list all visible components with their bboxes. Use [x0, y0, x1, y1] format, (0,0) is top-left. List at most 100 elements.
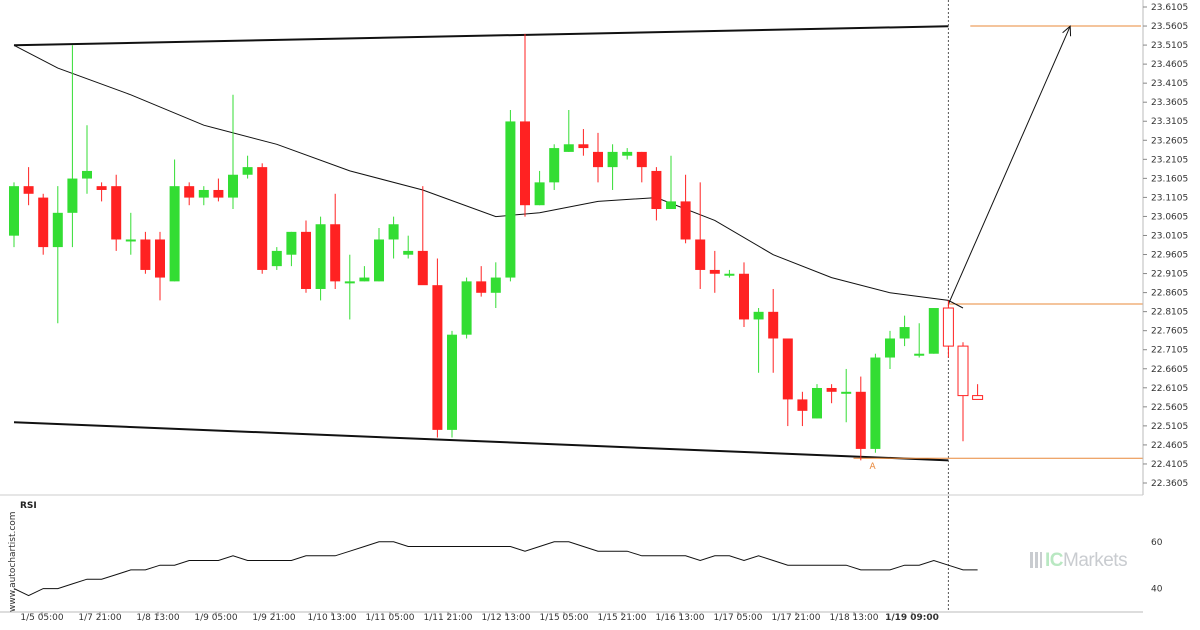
bullish-candle [724, 269, 735, 278]
candle-body [841, 391, 852, 394]
bullish-candle [490, 262, 501, 309]
bearish-candle [301, 220, 311, 293]
candle-body [228, 174, 238, 198]
candle-body [490, 277, 501, 293]
candle-body [52, 212, 63, 248]
candle-body [607, 151, 618, 168]
time-tick-label: 1/18 13:00 [829, 613, 878, 623]
bearish-candle [942, 300, 954, 358]
candle-body [753, 311, 764, 320]
price-tick-label: 23.2105 [1151, 155, 1188, 165]
candle-body [388, 224, 399, 240]
price-tick-label: 22.7105 [1151, 346, 1188, 356]
bullish-candle [753, 308, 764, 373]
bearish-candle [680, 174, 691, 244]
bearish-candle [578, 129, 589, 156]
candle-body [724, 273, 735, 276]
candle-body [374, 239, 384, 282]
candle-body [914, 353, 925, 356]
bearish-candle [739, 262, 749, 328]
bearish-candle [257, 163, 268, 274]
candle-body [520, 121, 530, 206]
candle-body [476, 281, 487, 293]
price-tick-label: 22.8605 [1151, 289, 1188, 299]
candle-body [23, 186, 34, 194]
projection-arrow-head [1062, 25, 1072, 37]
bearish-candle [855, 376, 866, 461]
bullish-candle [359, 266, 370, 282]
bullish-candle [505, 110, 516, 282]
candle-body [169, 186, 180, 282]
price-tick-label: 23.0105 [1151, 231, 1188, 241]
rsi-title: RSI [20, 501, 37, 511]
bullish-candle [388, 216, 399, 259]
bullish-candle [549, 144, 560, 190]
bullish-candle [198, 186, 209, 206]
bearish-candle [695, 182, 706, 289]
time-tick-label: 1/7 21:00 [78, 613, 122, 623]
rsi-line [13, 541, 978, 597]
price-tick-label: 22.3605 [1151, 479, 1188, 489]
rsi-panel: RSI 60 40 [0, 494, 1163, 597]
candle-body [432, 285, 443, 430]
bearish-candle [636, 151, 647, 183]
brand-name: Markets [1063, 550, 1128, 571]
channel-lower-line [13, 421, 949, 462]
candle-body [957, 345, 969, 397]
bearish-candle [330, 193, 341, 289]
candle-body [942, 307, 954, 347]
price-tick-label: 22.9105 [1151, 270, 1188, 280]
time-tick-label: 1/11 21:00 [423, 613, 472, 623]
bullish-candle [622, 148, 633, 160]
candle-body [286, 231, 297, 255]
candlesticks [9, 33, 984, 461]
candle-body [578, 144, 589, 149]
bullish-candle [228, 94, 238, 210]
candle-body [125, 239, 136, 242]
candle-body [680, 201, 691, 240]
candle-body [563, 144, 574, 152]
bullish-candle [82, 125, 92, 194]
bullish-candle [344, 254, 355, 320]
candle-body [666, 201, 676, 210]
bullish-candle [666, 155, 676, 210]
price-axis: 23.6105 23.5605 23.5105 23.4605 23.4105 23.36… [1142, 0, 1188, 495]
candle-body [315, 224, 326, 289]
candle-body [82, 170, 92, 179]
bearish-candle [782, 338, 793, 427]
time-tick-label: 1/9 05:00 [194, 613, 238, 623]
price-tick-label: 22.4605 [1151, 441, 1188, 451]
candle-body [782, 338, 793, 400]
price-tick-label: 22.5105 [1151, 422, 1188, 432]
candle-body [622, 151, 633, 156]
channel-upper-line [13, 25, 949, 47]
time-tick-label: 1/8 13:00 [136, 613, 180, 623]
bearish-candle [826, 384, 837, 404]
candle-body [38, 197, 49, 248]
candle-body [826, 387, 837, 392]
time-tick-label: 1/11 05:00 [365, 613, 414, 623]
bullish-candle [914, 323, 925, 358]
candle-body [198, 189, 209, 198]
time-tick-label: 1/15 05:00 [539, 613, 588, 623]
time-tick-label: 1/12 13:00 [481, 613, 530, 623]
bearish-candle [520, 33, 530, 217]
bearish-candle [651, 167, 662, 221]
bullish-candle [928, 308, 939, 354]
bullish-candle [885, 330, 895, 369]
candle-body [870, 357, 881, 449]
bullish-candle [812, 384, 822, 419]
autochartist-watermark: www.autochartist.com [8, 511, 18, 612]
bearish-candle [96, 182, 107, 202]
time-tick-label: 1/5 05:00 [20, 613, 64, 623]
candle-body [739, 273, 749, 320]
moving-average-line [13, 44, 964, 309]
price-tick-label: 23.4105 [1151, 79, 1188, 89]
bullish-candle [870, 353, 881, 453]
candle-body [447, 334, 457, 430]
bearish-candle [184, 182, 195, 206]
bullish-candle [403, 235, 414, 259]
brand-logo: ICMarkets [1030, 550, 1128, 572]
candle-body [155, 239, 165, 278]
bullish-candle [607, 144, 618, 190]
